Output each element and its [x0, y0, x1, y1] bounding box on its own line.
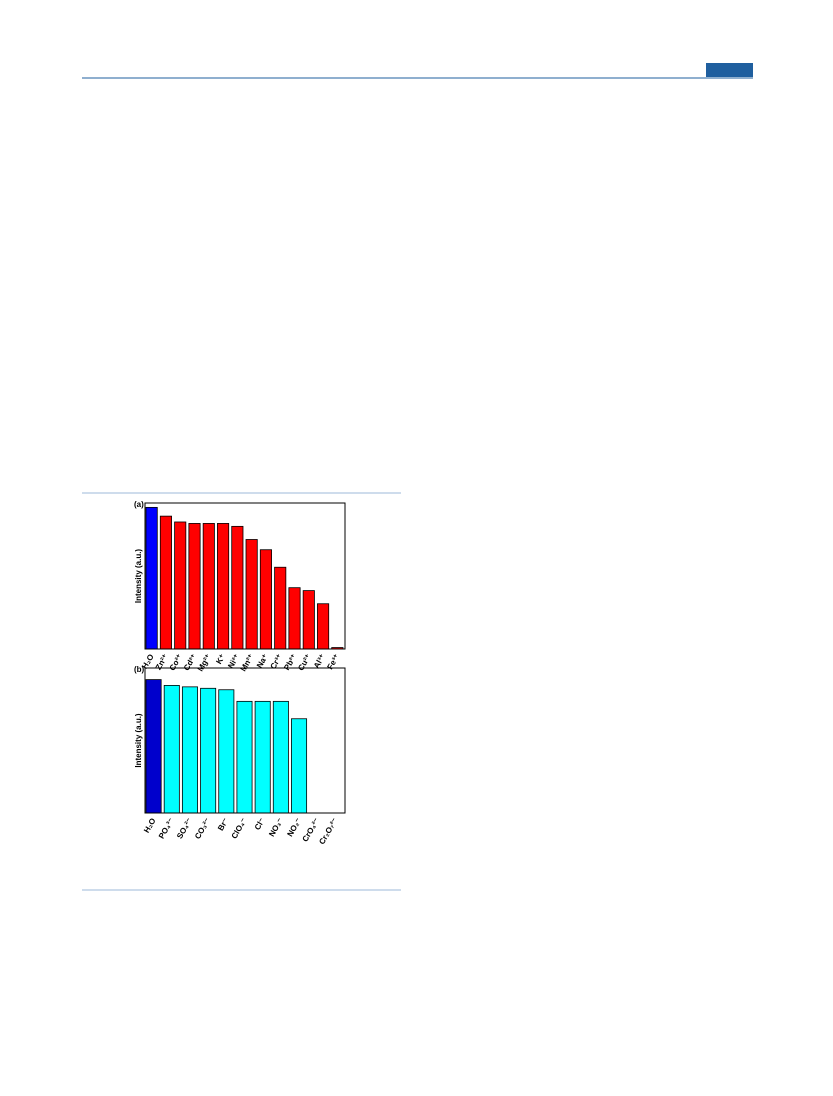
bar	[217, 523, 230, 650]
panel-label: (b)	[134, 665, 145, 674]
x-tick-label: Co²⁺	[168, 653, 185, 673]
bar	[302, 590, 315, 650]
x-tick-label: CO₃²⁻	[193, 817, 212, 841]
x-tick-label: Pb²⁺	[282, 653, 298, 672]
bar	[245, 539, 258, 650]
x-tick-label: Mg²⁺	[196, 653, 213, 673]
bar	[259, 549, 272, 650]
x-tick-label: H₂O	[142, 817, 158, 835]
bar	[159, 515, 172, 650]
bar	[200, 687, 217, 814]
bar	[145, 679, 162, 814]
bar	[202, 523, 215, 650]
x-tick-label: Br⁻	[216, 817, 230, 833]
y-axis-label: Intensity (a.u.)	[134, 549, 143, 604]
bar	[181, 686, 198, 814]
bar	[317, 603, 330, 650]
plot-frame	[144, 502, 346, 650]
bar	[231, 525, 244, 650]
bar	[218, 689, 235, 814]
y-axis-label: Intensity (a.u.)	[134, 713, 143, 768]
x-tick-label: NO₃⁻	[267, 817, 285, 839]
x-tick-label: PO₄³⁻	[157, 817, 176, 841]
x-tick-label: SO₄²⁻	[175, 817, 194, 841]
x-tick-label: ClO₄⁻	[230, 817, 249, 841]
x-tick-label: K⁺	[214, 653, 227, 666]
bar	[272, 700, 289, 814]
bar	[188, 523, 201, 650]
x-tick-label: NO₂⁻	[285, 817, 303, 839]
header-tab	[706, 63, 753, 77]
bar	[291, 718, 308, 814]
x-tick-label: Cl⁻	[253, 817, 267, 832]
bar	[288, 587, 301, 650]
bar	[254, 700, 271, 814]
bar	[274, 566, 287, 650]
bar	[236, 700, 253, 814]
x-tick-label: Mn²⁺	[239, 653, 256, 673]
panel-label: (a)	[134, 500, 144, 509]
plot-frame	[144, 667, 346, 814]
bar	[174, 521, 187, 650]
x-tick-label: Na⁺	[255, 653, 270, 670]
bar	[163, 685, 180, 814]
bar	[145, 506, 158, 650]
x-tick-label: Cu²⁺	[296, 653, 313, 673]
